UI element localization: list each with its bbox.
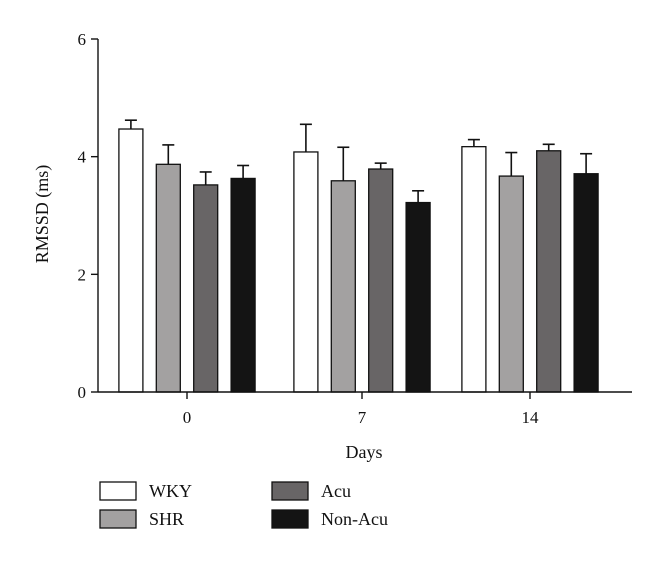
legend-swatch (99, 481, 137, 501)
x-tick-label: 0 (183, 408, 192, 427)
axes-layer: 0 2 4 6 0 7 14 (78, 30, 632, 427)
legend-swatch (99, 509, 137, 529)
bar (155, 163, 181, 393)
legend-label: WKY (149, 481, 192, 501)
bar (368, 168, 394, 393)
bar (230, 177, 256, 393)
y-tick-label: 4 (78, 148, 87, 167)
bar (118, 128, 144, 393)
y-tick-label: 6 (78, 30, 87, 49)
y-tick-label: 0 (78, 383, 87, 402)
bar (498, 175, 524, 393)
legend-label: Acu (321, 481, 351, 501)
bar (461, 146, 487, 393)
x-axis-title: Days (346, 442, 383, 462)
bar (330, 180, 356, 393)
x-tick-label: 7 (358, 408, 367, 427)
bar (293, 151, 319, 393)
bar (536, 150, 562, 393)
x-tick-label: 14 (522, 408, 540, 427)
legend-swatch (271, 481, 309, 501)
y-tick-label: 2 (78, 265, 87, 284)
legend: WKY SHR Acu Non-Acu (99, 481, 388, 529)
legend-label: Non-Acu (321, 509, 388, 529)
bar (193, 184, 219, 393)
bars-layer (118, 119, 599, 393)
y-axis-title: RMSSD (ms) (32, 165, 53, 264)
legend-swatch (271, 509, 309, 529)
legend-label: SHR (149, 509, 184, 529)
bar (573, 173, 599, 393)
bar (405, 201, 431, 393)
